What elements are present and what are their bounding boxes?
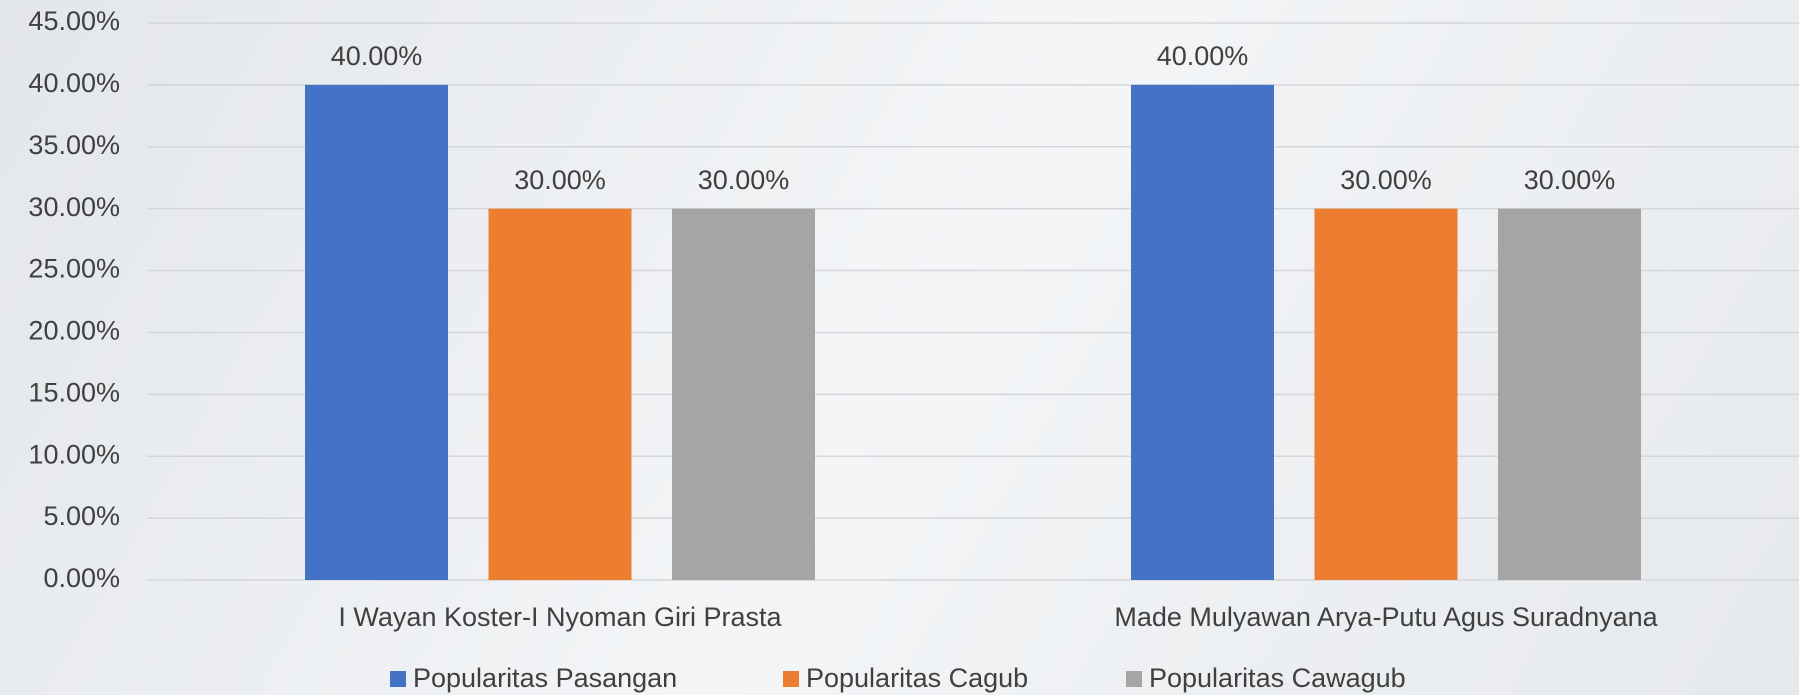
- y-tick-label: 15.00%: [28, 377, 120, 407]
- bar: [1131, 84, 1274, 580]
- legend-swatch: [1126, 671, 1142, 687]
- data-label: 30.00%: [1524, 165, 1616, 195]
- y-tick-label: 5.00%: [43, 501, 120, 531]
- y-tick-label: 0.00%: [43, 563, 120, 593]
- data-label: 30.00%: [1340, 165, 1432, 195]
- data-label: 40.00%: [331, 41, 423, 71]
- x-tick-label: Made Mulyawan Arya-Putu Agus Suradnyana: [1114, 602, 1658, 632]
- legend-swatch: [390, 671, 406, 687]
- data-label: 30.00%: [514, 165, 606, 195]
- y-tick-label: 35.00%: [28, 130, 120, 160]
- bar: [1498, 208, 1641, 580]
- x-tick-label: I Wayan Koster-I Nyoman Giri Prasta: [338, 602, 782, 632]
- bar: [305, 84, 448, 580]
- y-tick-label: 25.00%: [28, 254, 120, 284]
- y-tick-label: 10.00%: [28, 439, 120, 469]
- bar: [672, 208, 815, 580]
- bar: [1314, 208, 1458, 580]
- legend-label: Popularitas Cagub: [806, 663, 1028, 693]
- legend-label: Popularitas Cawagub: [1149, 663, 1406, 693]
- data-label: 30.00%: [698, 165, 790, 195]
- data-label: 40.00%: [1157, 41, 1249, 71]
- bar: [488, 208, 632, 580]
- y-tick-label: 20.00%: [28, 316, 120, 346]
- y-tick-label: 30.00%: [28, 192, 120, 222]
- y-tick-label: 45.00%: [28, 6, 120, 36]
- legend-label: Popularitas Pasangan: [413, 663, 677, 693]
- legend-swatch: [783, 671, 799, 687]
- y-tick-label: 40.00%: [28, 68, 120, 98]
